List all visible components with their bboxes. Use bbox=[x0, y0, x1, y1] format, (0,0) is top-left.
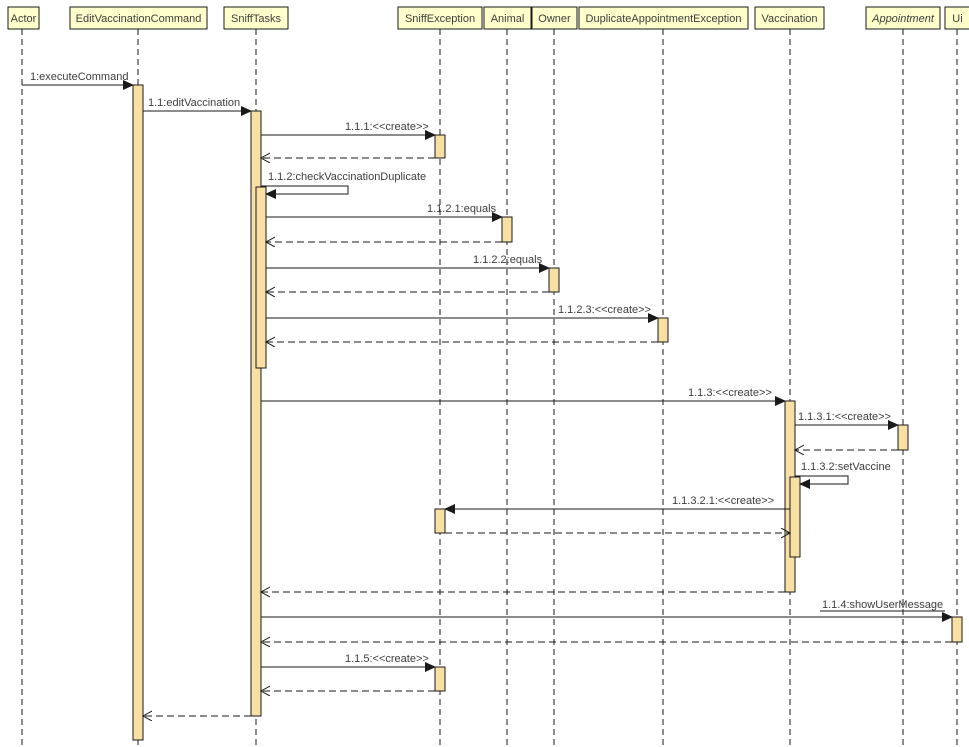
activation-bar-SniffException bbox=[434, 134, 446, 159]
message-label: 1.1.3:<<create>> bbox=[688, 387, 772, 399]
lifeline-header-SniffTasks bbox=[223, 6, 289, 30]
activation-bar-Animal bbox=[501, 216, 513, 243]
lifeline-header-SniffException bbox=[397, 6, 483, 30]
lifeline-header-label: Appointment bbox=[871, 13, 935, 25]
message-label: 1.1.1:<<create>> bbox=[345, 121, 429, 133]
lifeline-header-label: DuplicateAppointmentException bbox=[586, 13, 742, 25]
lifeline-header-Appointment bbox=[865, 6, 941, 30]
message-label: 1.1.5:<<create>> bbox=[345, 653, 429, 665]
lifeline-header-EditVaccinationCommand bbox=[69, 6, 208, 30]
lifeline-header-label: EditVaccinationCommand bbox=[76, 13, 202, 25]
lifeline-header-label: Animal bbox=[491, 13, 525, 25]
lifeline-header-label: Owner bbox=[538, 13, 571, 25]
lifeline-header-Actor bbox=[7, 6, 40, 30]
message-label: 1.1.2.3:<<create>> bbox=[558, 304, 651, 316]
message-label: 1:executeCommand bbox=[30, 71, 128, 83]
lifeline-header-Vaccination bbox=[754, 6, 825, 30]
activation-bar-SniffTasks-nested bbox=[255, 186, 267, 369]
lifeline-header-label: Ui bbox=[952, 13, 962, 25]
lifeline-header-label: SniffException bbox=[405, 13, 475, 25]
activation-bar-EditVaccinationCommand bbox=[132, 84, 144, 741]
lifeline-header-DuplicateAppointmentException bbox=[578, 6, 749, 30]
message-label: 1.1.4:showUserMessage bbox=[822, 599, 943, 611]
message-label: 1.1.2.1:equals bbox=[427, 203, 497, 215]
activation-bar-Appointment bbox=[897, 424, 909, 451]
lifeline-header-label: Vaccination bbox=[761, 13, 817, 25]
activation-bar-DuplicateAppointmentException bbox=[657, 317, 669, 343]
message-label: 1.1:editVaccination bbox=[148, 97, 240, 109]
activation-bar-Vaccination-nested bbox=[789, 476, 801, 558]
message-label: 1.1.2:checkVaccinationDuplicate bbox=[268, 171, 426, 183]
message-label: 1.1.3.2.1:<<create>> bbox=[672, 495, 774, 507]
activation-bar-SniffException bbox=[434, 666, 446, 692]
lifeline-header-Ui bbox=[944, 6, 969, 30]
activation-bar-SniffTasks bbox=[250, 110, 262, 717]
lifeline-header-Animal bbox=[483, 6, 532, 30]
message-label: 1.1.3.2:setVaccine bbox=[801, 461, 891, 473]
activation-bar-Ui bbox=[951, 616, 963, 643]
lifeline-header-label: Actor bbox=[11, 13, 37, 25]
message-label: 1.1.2.2:equals bbox=[473, 254, 543, 266]
lifeline-header-Owner bbox=[531, 6, 578, 30]
activation-bar-Owner bbox=[548, 267, 560, 293]
lifeline-header-label: SniffTasks bbox=[231, 13, 281, 25]
activation-bar-SniffException bbox=[434, 508, 446, 534]
message-self-call bbox=[261, 185, 349, 199]
message-label: 1.1.3.1:<<create>> bbox=[798, 411, 891, 423]
message-self-call bbox=[795, 475, 849, 489]
